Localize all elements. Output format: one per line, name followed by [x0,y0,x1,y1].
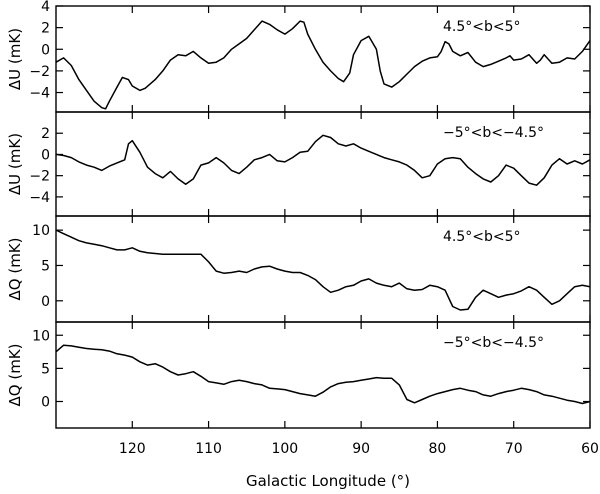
y-axis-label: ΔU (mK) [6,28,24,90]
chart-panels: −4 −2 0 2 4 ΔU (mK) 4.5°<b<5° −4 −2 0 2 ΔU (mK) −5°<… [6,0,599,457]
y-tick-label: 5 [41,258,50,274]
y-tick-label: 0 [41,294,50,310]
panel-annotation: −5°<b<−4.5° [443,335,544,351]
panel-1: −4 −2 0 2 4 ΔU (mK) 4.5°<b<5° [6,0,591,113]
x-tick-label: 90 [352,441,370,457]
x-tick-label: 70 [505,441,523,457]
y-tick-label: −2 [29,64,50,80]
x-tick-label: 120 [119,441,146,457]
panel-2: −4 −2 0 2 ΔU (mK) −5°<b<−4.5° [6,111,591,217]
x-tick-label: 100 [271,441,298,457]
panel-3: 0 5 10 ΔQ (mK) 4.5°<b<5° [6,215,591,323]
y-tick-label: 2 [41,126,50,142]
y-tick-label: 5 [41,361,50,377]
panel-annotation: 4.5°<b<5° [443,19,521,35]
y-tick-label: −4 [29,86,50,102]
y-tick-label: 0 [41,395,50,411]
panel-annotation: −5°<b<−4.5° [443,125,544,141]
series-line [55,20,591,110]
y-tick-label: 4 [41,0,50,15]
x-tick-label: 110 [195,441,222,457]
x-tick-label: 60 [581,441,599,457]
series-line [55,134,591,186]
y-tick-label: 2 [41,21,50,37]
y-tick-label: 0 [41,147,50,163]
y-tick-label: 10 [32,328,50,344]
series-line [55,229,591,311]
series-line [55,344,591,405]
panel-annotation: 4.5°<b<5° [443,229,521,245]
y-tick-label: −2 [29,169,50,185]
y-axis-label: ΔQ (mK) [6,238,24,301]
y-tick-label: −4 [29,190,50,206]
x-axis-label: Galactic Longitude (°) [246,472,410,490]
x-tick-label: 80 [429,441,447,457]
panel-frame [55,321,591,429]
panel-4: 0 5 10 ΔQ (mK) −5°<b<−4.5° [6,321,591,429]
y-tick-label: 0 [41,42,50,58]
y-axis-label: ΔU (mK) [6,133,24,195]
y-axis-label: ΔQ (mK) [6,344,24,407]
y-tick-label: 10 [32,223,50,239]
